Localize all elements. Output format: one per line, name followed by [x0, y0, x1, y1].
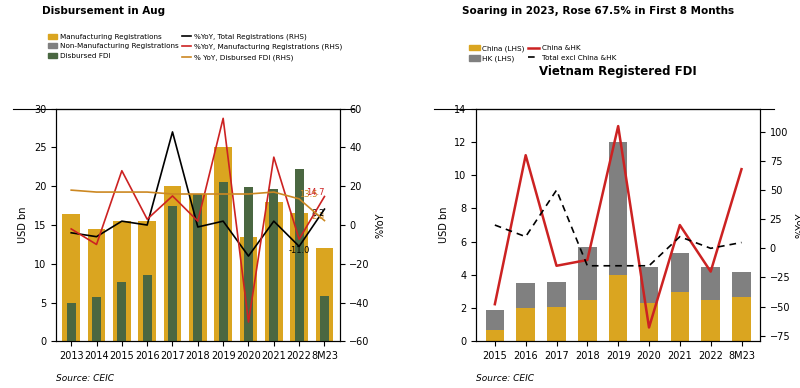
Bar: [609, 142, 627, 275]
Bar: [578, 300, 597, 341]
Bar: [164, 186, 182, 341]
Bar: [547, 282, 566, 307]
Bar: [315, 248, 334, 341]
Y-axis label: %YoY: %YoY: [375, 212, 386, 238]
Bar: [702, 267, 720, 300]
Bar: [547, 307, 566, 341]
Bar: [640, 267, 658, 303]
Bar: [113, 221, 130, 341]
Bar: [732, 272, 750, 296]
Bar: [517, 308, 535, 341]
Bar: [578, 247, 597, 300]
Bar: [670, 253, 689, 291]
Bar: [609, 275, 627, 341]
Bar: [142, 275, 152, 341]
Text: Vietnam Registered FDI: Vietnam Registered FDI: [539, 65, 697, 78]
Bar: [244, 187, 253, 341]
Bar: [214, 147, 232, 341]
Legend: Manufacturing Registrations, Non-Manufacturing Registrations, Disbursed FDI, %Yo: Manufacturing Registrations, Non-Manufac…: [46, 31, 345, 63]
Text: -11.0: -11.0: [289, 246, 310, 255]
Text: Disbursement in Aug: Disbursement in Aug: [42, 6, 165, 16]
Text: 14.7: 14.7: [306, 187, 325, 196]
Text: 13.5: 13.5: [299, 190, 318, 199]
Bar: [240, 237, 258, 341]
Bar: [88, 229, 106, 341]
Bar: [670, 291, 689, 341]
Text: Soaring in 2023, Rose 67.5% in First 8 Months: Soaring in 2023, Rose 67.5% in First 8 M…: [462, 6, 734, 16]
Bar: [732, 296, 750, 341]
Text: 8.2: 8.2: [311, 209, 325, 218]
Y-axis label: %YoY: %YoY: [796, 212, 800, 238]
Bar: [702, 300, 720, 341]
Legend: China (LHS), HK (LHS), China &HK, Total excl China &HK: China (LHS), HK (LHS), China &HK, Total …: [466, 42, 619, 65]
Bar: [189, 194, 206, 341]
Bar: [218, 182, 227, 341]
Y-axis label: USD bn: USD bn: [438, 207, 449, 243]
Bar: [290, 213, 308, 341]
Bar: [270, 189, 278, 341]
Text: Source: CEIC: Source: CEIC: [56, 374, 114, 383]
Bar: [294, 169, 303, 341]
Bar: [168, 206, 177, 341]
Bar: [194, 194, 202, 341]
Bar: [320, 296, 329, 341]
Bar: [486, 310, 504, 330]
Bar: [265, 202, 282, 341]
Bar: [138, 221, 156, 341]
Text: 2.3: 2.3: [311, 211, 325, 220]
Y-axis label: USD bn: USD bn: [18, 207, 28, 243]
Bar: [118, 282, 126, 341]
Bar: [66, 303, 76, 341]
Bar: [517, 283, 535, 308]
Bar: [62, 214, 80, 341]
Bar: [92, 297, 101, 341]
Bar: [640, 303, 658, 341]
Bar: [486, 330, 504, 341]
Text: Source: CEIC: Source: CEIC: [476, 374, 534, 383]
